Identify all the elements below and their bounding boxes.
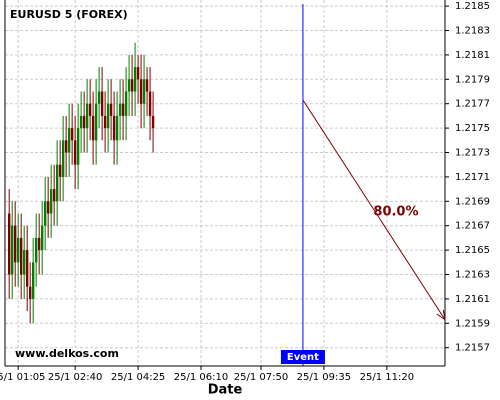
candle-body <box>145 79 149 92</box>
candle-body <box>10 225 14 275</box>
candle-body <box>94 103 98 141</box>
candle-body <box>130 79 134 92</box>
y-tick-label: 1.2183 <box>455 26 490 37</box>
candle-body <box>82 115 86 129</box>
x-tick-label: 25/1 09:35 <box>297 372 351 383</box>
candle-body <box>85 103 89 129</box>
candle-body <box>118 103 122 116</box>
candle-body <box>133 67 137 92</box>
chart-title: EURUSD 5 (FOREX) <box>10 8 128 21</box>
x-tick-label: 25/1 07:50 <box>234 372 288 383</box>
watermark: www.delkos.com <box>15 347 119 360</box>
x-tick-label: 25/1 11:20 <box>360 372 414 383</box>
candle-body <box>97 91 101 104</box>
candle-body <box>121 103 125 116</box>
y-tick-label: 1.2177 <box>455 99 490 110</box>
candle-body <box>43 201 47 226</box>
x-axis-label: Date <box>208 383 243 398</box>
y-tick-label: 1.2179 <box>455 74 490 85</box>
candle-body <box>73 140 77 165</box>
candle-body <box>139 79 143 104</box>
y-tick-label: 1.2173 <box>455 148 490 159</box>
prediction-label: 80.0% <box>373 204 418 219</box>
candle-body <box>25 250 29 287</box>
candle-body <box>55 164 59 202</box>
y-tick-label: 1.2181 <box>455 50 490 61</box>
candle-body <box>109 103 113 116</box>
candle-body <box>112 115 116 141</box>
candle-body <box>103 115 107 129</box>
candle-body <box>91 115 95 141</box>
candle-body <box>61 140 65 177</box>
x-tick-label: 25/1 02:40 <box>48 372 102 383</box>
prediction-arrow <box>302 99 446 320</box>
candle-body <box>142 79 146 104</box>
y-tick-label: 1.2175 <box>455 123 490 134</box>
candle-body <box>46 201 50 214</box>
event-box <box>280 350 325 364</box>
candle-body <box>148 91 152 116</box>
candle-body <box>19 237 23 275</box>
x-tick-label: 25/1 06:10 <box>174 372 228 383</box>
candle-body <box>124 91 128 116</box>
y-tick-label: 1.2169 <box>455 196 490 207</box>
candle-body <box>115 115 119 141</box>
candle-body <box>7 213 11 275</box>
x-tick-label: 25/1 04:25 <box>111 372 165 383</box>
event-label: Event <box>287 352 319 363</box>
candle-body <box>64 140 68 153</box>
y-tick-label: 1.2185 <box>455 1 490 12</box>
candle-body <box>52 189 56 202</box>
candle-body <box>31 262 35 299</box>
y-tick-label: 1.2171 <box>455 172 490 183</box>
x-tick-label: 25/1 01:05 <box>0 372 45 383</box>
candle-body <box>58 164 62 177</box>
candle-body <box>151 115 155 129</box>
candle-body <box>34 237 38 263</box>
candle-body <box>13 225 17 263</box>
y-tick-label: 1.2161 <box>455 294 490 305</box>
candle-body <box>106 103 110 129</box>
candle-body <box>100 91 104 116</box>
y-tick-label: 1.2163 <box>455 270 490 281</box>
candle-body <box>88 103 92 116</box>
candle-body <box>79 115 83 129</box>
candle-body <box>22 250 26 275</box>
candle-body <box>16 237 20 263</box>
y-tick-label: 1.2159 <box>455 318 490 329</box>
y-tick-label: 1.2165 <box>455 245 490 256</box>
candle-body <box>28 286 32 299</box>
candle-body <box>127 79 131 92</box>
y-tick-label: 1.2157 <box>455 343 490 354</box>
arrow-head <box>436 309 446 321</box>
y-tick-label: 1.2167 <box>455 221 490 232</box>
candle-body <box>40 225 44 251</box>
candle-body <box>37 237 41 251</box>
candle-body <box>76 128 80 165</box>
candle-body <box>67 128 71 153</box>
candle-body <box>49 189 53 214</box>
candle-body <box>70 128 74 141</box>
candle-body <box>136 67 140 80</box>
